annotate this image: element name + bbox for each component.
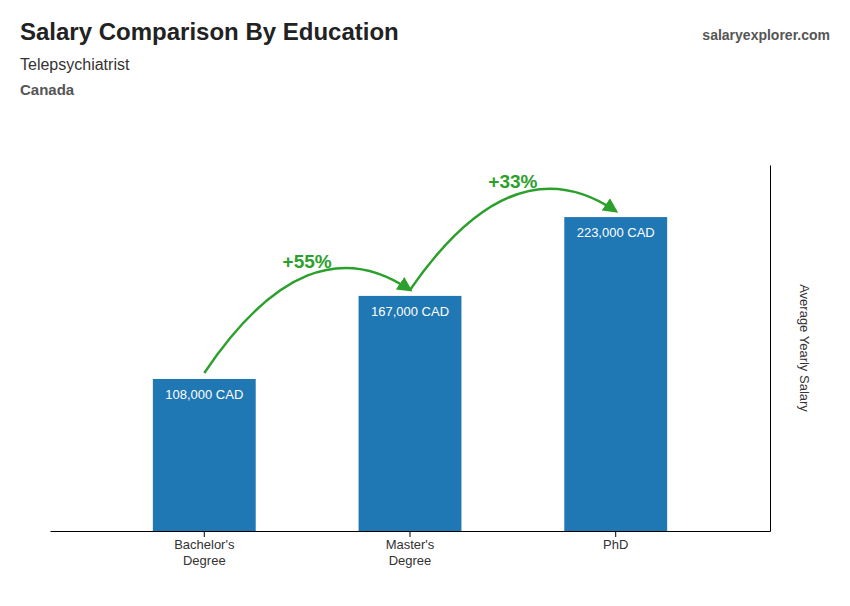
x-tick-mark	[204, 531, 205, 537]
bars	[153, 217, 667, 531]
bar	[359, 296, 462, 531]
x-tick-label-line: Degree	[183, 553, 226, 568]
x-tick-mark	[410, 531, 411, 537]
x-tick-label: PhD	[603, 537, 628, 552]
annotations: +55% +33%	[204, 171, 615, 373]
title: Salary Comparison By Education	[20, 18, 399, 45]
data-label: 223,000 CAD	[577, 225, 655, 240]
x-axis: Bachelor'sDegreeMaster'sDegreePhD	[51, 531, 771, 568]
x-tick: PhD	[603, 531, 628, 552]
data-labels: 108,000 CAD 167,000 CAD 223,000 CAD	[165, 225, 654, 402]
x-tick: Master'sDegree	[386, 531, 435, 568]
plot: Bachelor'sDegreeMaster'sDegreePhD108,000…	[51, 166, 771, 569]
x-tick-label-line: Bachelor's	[174, 537, 235, 552]
x-tick-label: Bachelor'sDegree	[174, 537, 235, 568]
subtitle: Canada	[20, 81, 75, 98]
x-tick-label: Master'sDegree	[386, 537, 435, 568]
y-axis-title: Average Yearly Salary	[797, 284, 812, 412]
chart: Salary Comparison By Education Telepsychi…	[0, 0, 850, 606]
source: salaryexplorer.com	[702, 27, 830, 43]
x-tick-label-line: Master's	[386, 537, 435, 552]
x-tick-label-line: PhD	[603, 537, 628, 552]
y-axis-line	[770, 166, 771, 532]
data-label: 108,000 CAD	[165, 387, 243, 402]
annotation-arrow	[410, 189, 616, 290]
bar	[153, 379, 256, 531]
y-axis	[770, 166, 771, 532]
x-tick: Bachelor'sDegree	[174, 531, 235, 568]
bar	[564, 217, 667, 531]
x-tick-label-line: Degree	[389, 553, 432, 568]
subtitle: Telepsychiatrist	[20, 56, 130, 73]
x-tick-mark	[615, 531, 616, 537]
annotation-label: +55%	[283, 251, 332, 272]
annotation-arrow	[204, 268, 410, 373]
data-label: 167,000 CAD	[371, 304, 449, 319]
annotation-label: +33%	[488, 171, 537, 192]
